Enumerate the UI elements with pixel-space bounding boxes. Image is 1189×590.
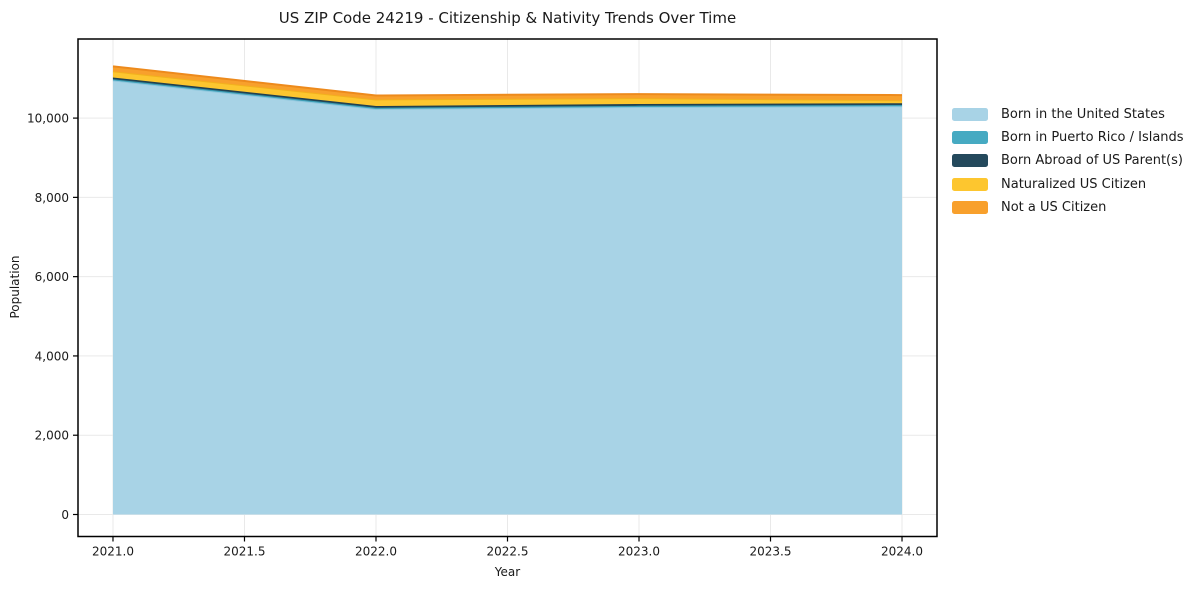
- y-tick-label: 4,000: [35, 349, 69, 363]
- area-born-abroad-of-us-parent-s: [112, 77, 903, 108]
- legend-label: Born Abroad of US Parent(s): [1001, 153, 1183, 169]
- x-tick-label: 2022.5: [487, 545, 529, 559]
- y-tick-label: 0: [61, 508, 69, 522]
- legend-label: Not a US Citizen: [1001, 199, 1107, 215]
- legend-item-not-a-us-citizen: Not a US Citizen: [952, 196, 1184, 219]
- legend-swatch-not-a-us-citizen: [952, 200, 988, 214]
- y-tick-label: 10,000: [27, 112, 69, 126]
- legend-swatch-naturalized-us-citizen: [952, 177, 988, 191]
- x-tick-label: 2021.0: [92, 545, 134, 559]
- x-tick-label: 2021.5: [223, 545, 265, 559]
- x-tick-label: 2023.5: [750, 545, 792, 559]
- boundary-line-born-in-puerto-rico-islands: [112, 78, 903, 109]
- area-naturalized-us-citizen: [112, 71, 903, 106]
- legend-item-born-abroad-of-us-parent-s: Born Abroad of US Parent(s): [952, 149, 1184, 172]
- legend-label: Born in Puerto Rico / Islands: [1001, 130, 1184, 146]
- chart-title: US ZIP Code 24219 - Citizenship & Nativi…: [278, 9, 737, 27]
- legend-item-born-in-the-united-states: Born in the United States: [952, 103, 1184, 126]
- x-tick-label: 2024.0: [881, 545, 923, 559]
- legend-swatch-born-in-puerto-rico-islands: [952, 131, 988, 145]
- legend-label: Naturalized US Citizen: [1001, 176, 1147, 192]
- y-tick-label: 8,000: [35, 191, 69, 205]
- legend-item-naturalized-us-citizen: Naturalized US Citizen: [952, 173, 1184, 196]
- area-not-a-us-citizen: [112, 66, 903, 101]
- x-tick-label: 2023.0: [618, 545, 660, 559]
- legend-item-born-in-puerto-rico-islands: Born in Puerto Rico / Islands: [952, 126, 1184, 149]
- x-axis-label: Year: [494, 565, 521, 579]
- area-born-in-the-united-states: [112, 80, 903, 515]
- y-tick-label: 2,000: [35, 429, 69, 443]
- legend-swatch-born-abroad-of-us-parent-s: [952, 154, 988, 168]
- boundary-line-not-a-us-citizen: [112, 65, 903, 97]
- legend-swatch-born-in-the-united-states: [952, 108, 988, 122]
- y-axis-label: Population: [8, 255, 22, 319]
- legend: Born in the United States Born in Puerto …: [952, 103, 1184, 219]
- legend-label: Born in the United States: [1001, 107, 1165, 123]
- x-tick-label: 2022.0: [355, 545, 397, 559]
- y-tick-label: 6,000: [35, 270, 69, 284]
